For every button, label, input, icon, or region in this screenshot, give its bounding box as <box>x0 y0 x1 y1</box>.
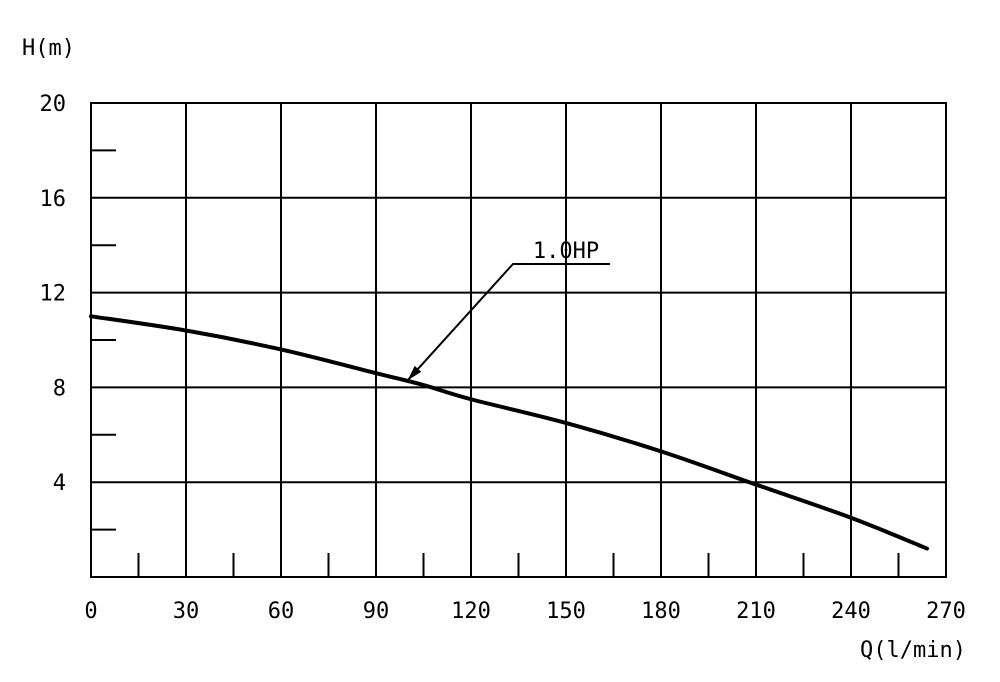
annotation-leader <box>406 263 610 381</box>
y-tick-label: 20 <box>40 92 67 117</box>
y-tick-label: 4 <box>53 471 66 496</box>
x-tick-label: 90 <box>363 599 390 624</box>
y-axis-label: H(m) <box>22 36 75 61</box>
annotation-arrowhead <box>407 365 422 381</box>
x-tick-label: 30 <box>173 599 200 624</box>
x-tick-label: 0 <box>84 599 97 624</box>
y-tick-label: 12 <box>40 282 67 307</box>
pump-curve-line <box>89 314 929 551</box>
x-axis-label: Q(l/min) <box>860 638 966 663</box>
x-tick-label: 270 <box>926 599 966 624</box>
x-tick-label: 240 <box>831 599 871 624</box>
x-tick-label: 180 <box>641 599 681 624</box>
annotation-label: 1.0HP <box>533 239 599 264</box>
x-tick-label: 120 <box>451 599 491 624</box>
x-tick-label: 60 <box>268 599 295 624</box>
y-tick-label: 8 <box>53 376 66 401</box>
y-tick-label: 16 <box>40 187 67 212</box>
x-tick-label: 150 <box>546 599 586 624</box>
x-tick-label: 210 <box>736 599 776 624</box>
